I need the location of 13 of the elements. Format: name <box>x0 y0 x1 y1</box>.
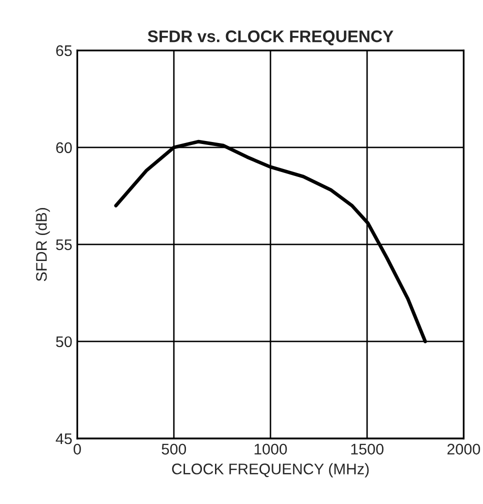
y-tick-label: 60 <box>56 142 72 154</box>
x-tick-label: 2000 <box>447 444 480 455</box>
x-tick-label: 1000 <box>254 444 287 455</box>
y-tick-label: 50 <box>56 336 72 348</box>
x-tick-label: 1500 <box>351 444 384 455</box>
chart-title: SFDR vs. CLOCK FREQUENCY <box>148 30 394 46</box>
y-tick-label: 45 <box>56 434 72 444</box>
y-tick-label: 55 <box>56 239 72 250</box>
y-axis-title: SFDR (dB) <box>36 208 50 282</box>
y-tick-label: 65 <box>56 45 72 56</box>
x-tick-label: 500 <box>162 444 186 455</box>
x-axis-title: CLOCK FREQUENCY (MHz) <box>172 463 369 478</box>
x-tick-label: 0 <box>74 444 81 455</box>
